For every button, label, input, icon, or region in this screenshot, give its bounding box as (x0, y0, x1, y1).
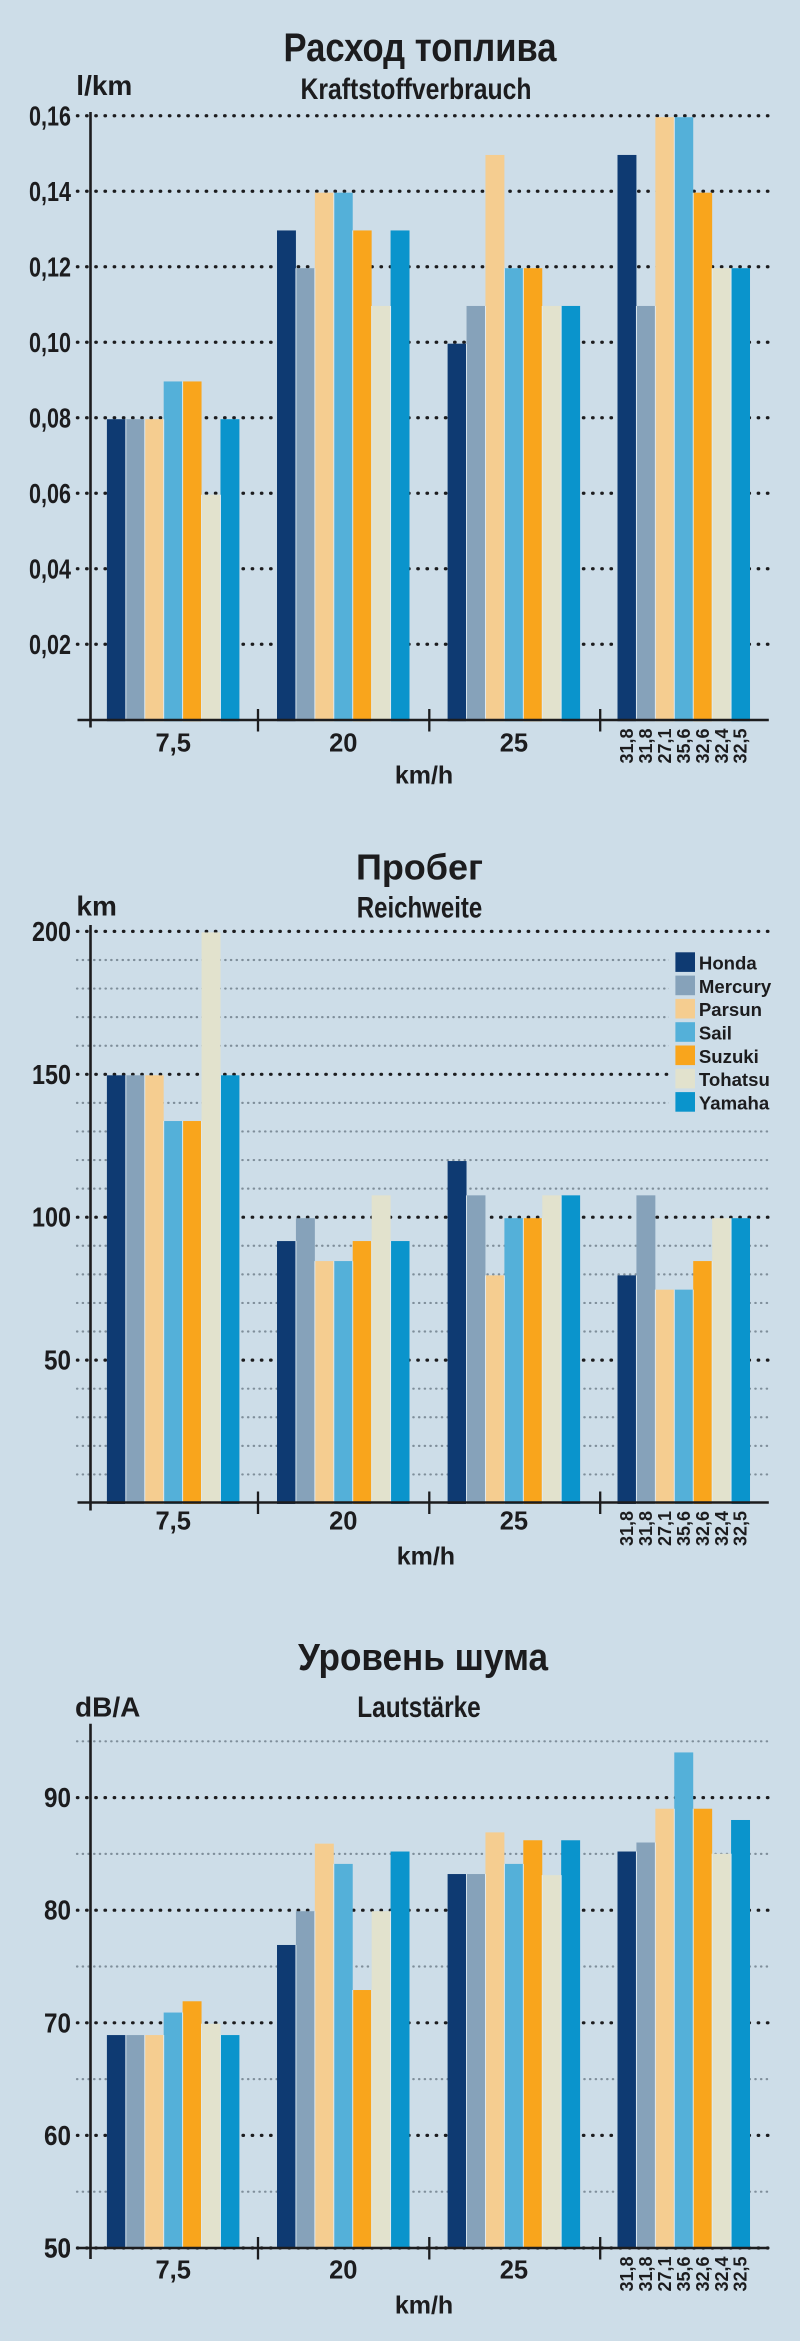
svg-text:32,6: 32,6 (693, 2257, 713, 2292)
svg-text:Lautstärke: Lautstärke (357, 1691, 481, 1724)
svg-text:0,12: 0,12 (29, 251, 71, 282)
svg-text:32,4: 32,4 (712, 2257, 732, 2292)
svg-text:31,8: 31,8 (636, 1511, 656, 1546)
svg-text:Tohatsu: Tohatsu (699, 1069, 770, 1090)
svg-text:32,4: 32,4 (712, 729, 732, 764)
svg-text:35,6: 35,6 (674, 729, 694, 764)
svg-text:50: 50 (44, 2233, 71, 2264)
svg-text:20: 20 (329, 1508, 357, 1536)
svg-text:80: 80 (44, 1895, 71, 1926)
svg-text:31,8: 31,8 (636, 729, 656, 764)
svg-text:60: 60 (44, 2120, 71, 2151)
svg-text:0,04: 0,04 (29, 553, 71, 584)
svg-text:Kraftstoffverbrauch: Kraftstoffverbrauch (301, 73, 532, 106)
svg-text:Уровень шума: Уровень шума (298, 1637, 549, 1679)
svg-text:31,8: 31,8 (617, 2257, 637, 2292)
svg-text:Suzuki: Suzuki (699, 1046, 759, 1067)
svg-text:31,8: 31,8 (617, 729, 637, 764)
svg-text:7,5: 7,5 (155, 2257, 190, 2285)
svg-text:70: 70 (44, 2007, 71, 2038)
svg-text:0,10: 0,10 (29, 327, 71, 358)
svg-text:Пробег: Пробег (356, 847, 483, 888)
svg-text:0,06: 0,06 (29, 478, 71, 509)
svg-text:0,14: 0,14 (29, 176, 71, 207)
svg-text:Yamaha: Yamaha (699, 1092, 770, 1113)
svg-text:km: km (76, 891, 116, 922)
svg-text:100: 100 (32, 1202, 71, 1233)
svg-text:50: 50 (44, 2233, 71, 2264)
svg-text:km/h: km/h (395, 762, 453, 790)
svg-text:km/h: km/h (397, 1543, 455, 1571)
svg-text:20: 20 (329, 730, 357, 758)
svg-text:32,5: 32,5 (731, 729, 751, 764)
svg-text:Sail: Sail (699, 1023, 732, 1044)
svg-text:200: 200 (32, 916, 71, 947)
svg-text:0,16: 0,16 (29, 100, 71, 131)
svg-text:Reichweite: Reichweite (357, 892, 483, 925)
svg-text:32,6: 32,6 (693, 1511, 713, 1546)
svg-text:25: 25 (500, 2257, 528, 2285)
svg-text:20: 20 (329, 2257, 357, 2285)
svg-text:27,1: 27,1 (655, 2257, 675, 2292)
svg-text:32,5: 32,5 (731, 2257, 751, 2292)
svg-text:35,6: 35,6 (674, 2257, 694, 2292)
svg-text:27,1: 27,1 (655, 1511, 675, 1546)
svg-text:90: 90 (44, 1782, 71, 1813)
svg-text:27,1: 27,1 (655, 729, 675, 764)
svg-text:0,02: 0,02 (29, 629, 71, 660)
svg-text:7,5: 7,5 (155, 730, 190, 758)
svg-text:0,08: 0,08 (29, 402, 71, 433)
svg-text:25: 25 (500, 1508, 528, 1536)
svg-text:l/km: l/km (76, 70, 132, 101)
svg-text:35,6: 35,6 (674, 1511, 694, 1546)
svg-text:32,6: 32,6 (693, 729, 713, 764)
svg-text:km/h: km/h (395, 2292, 453, 2320)
svg-text:Mercury: Mercury (699, 976, 772, 997)
svg-text:32,4: 32,4 (712, 1511, 732, 1546)
svg-text:25: 25 (500, 730, 528, 758)
svg-text:150: 150 (32, 1059, 71, 1090)
svg-text:Honda: Honda (699, 953, 758, 974)
svg-text:dB/A: dB/A (75, 1691, 140, 1722)
svg-text:31,8: 31,8 (636, 2257, 656, 2292)
svg-text:32,5: 32,5 (731, 1511, 751, 1546)
svg-text:Parsun: Parsun (699, 999, 762, 1020)
svg-text:7,5: 7,5 (155, 1508, 190, 1536)
svg-text:50: 50 (44, 1345, 71, 1376)
svg-text:31,8: 31,8 (617, 1511, 637, 1546)
svg-text:Расход топлива: Расход топлива (284, 26, 558, 70)
